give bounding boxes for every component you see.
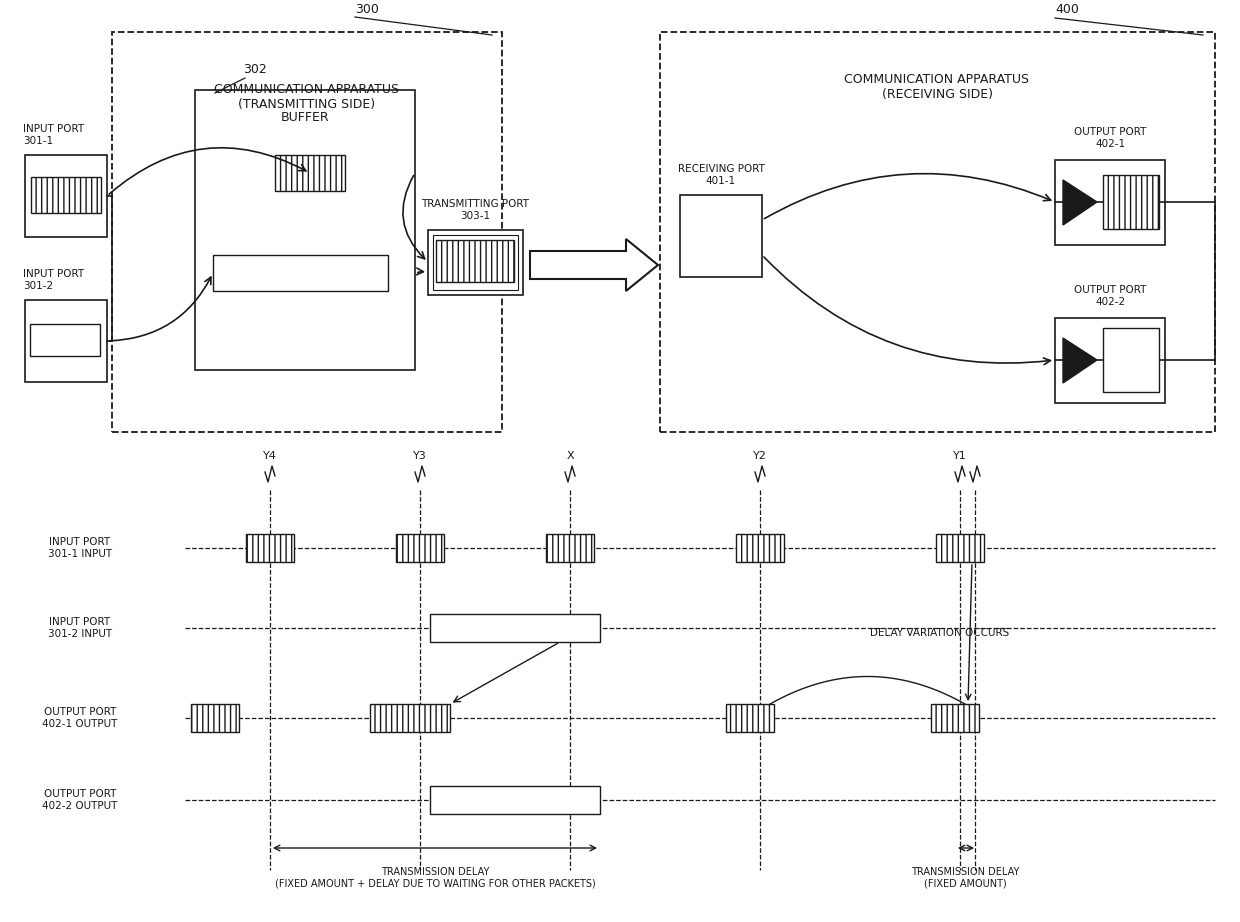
Bar — [246, 534, 294, 562]
Text: 302: 302 — [243, 64, 267, 77]
Text: INPUT PORT
301-2: INPUT PORT 301-2 — [24, 269, 84, 290]
Bar — [25, 155, 107, 237]
Bar — [275, 155, 345, 191]
Text: Y2: Y2 — [753, 451, 766, 461]
Text: DELAY VARIATION OCCURS: DELAY VARIATION OCCURS — [870, 628, 1009, 638]
Bar — [30, 324, 100, 356]
Bar — [931, 704, 980, 732]
Bar — [430, 614, 600, 642]
Text: OUTPUT PORT
402-1: OUTPUT PORT 402-1 — [1074, 127, 1146, 148]
Text: COMMUNICATION APPARATUS
(TRANSMITTING SIDE): COMMUNICATION APPARATUS (TRANSMITTING SI… — [215, 83, 399, 111]
Bar — [112, 32, 502, 432]
Text: OUTPUT PORT
402-1 OUTPUT: OUTPUT PORT 402-1 OUTPUT — [42, 707, 118, 728]
Text: OUTPUT PORT
402-2 OUTPUT: OUTPUT PORT 402-2 OUTPUT — [42, 789, 118, 810]
Text: INPUT PORT
301-2 INPUT: INPUT PORT 301-2 INPUT — [48, 617, 112, 639]
Bar — [433, 235, 518, 290]
Bar — [737, 534, 784, 562]
Bar — [936, 534, 985, 562]
Text: Y4: Y4 — [263, 451, 277, 461]
Text: TRANSMITTING PORT
303-1: TRANSMITTING PORT 303-1 — [422, 199, 529, 220]
Text: TRANSMISSION DELAY
(FIXED AMOUNT + DELAY DUE TO WAITING FOR OTHER PACKETS): TRANSMISSION DELAY (FIXED AMOUNT + DELAY… — [274, 868, 595, 889]
Bar — [546, 534, 594, 562]
Text: Y3: Y3 — [413, 451, 427, 461]
Bar — [396, 534, 444, 562]
Bar — [428, 230, 523, 295]
Bar — [1055, 318, 1166, 403]
Text: TRANSMISSION DELAY
(FIXED AMOUNT): TRANSMISSION DELAY (FIXED AMOUNT) — [911, 868, 1019, 889]
Bar — [25, 300, 107, 382]
Text: INPUT PORT
301-1 INPUT: INPUT PORT 301-1 INPUT — [48, 538, 112, 559]
Bar — [660, 32, 1215, 432]
Polygon shape — [1063, 180, 1097, 225]
Bar — [1104, 175, 1159, 229]
Bar — [191, 704, 239, 732]
Text: 400: 400 — [1055, 4, 1079, 17]
Bar — [31, 177, 100, 213]
FancyArrow shape — [529, 239, 658, 291]
Bar — [436, 240, 515, 282]
Bar — [1055, 160, 1166, 245]
Text: Y1: Y1 — [954, 451, 967, 461]
Text: RECEIVING PORT
401-1: RECEIVING PORT 401-1 — [677, 164, 764, 186]
Text: OUTPUT PORT
402-2: OUTPUT PORT 402-2 — [1074, 285, 1146, 307]
Polygon shape — [1063, 338, 1097, 383]
Bar — [1104, 328, 1159, 392]
Bar — [430, 786, 600, 814]
Text: BUFFER: BUFFER — [280, 112, 330, 124]
Bar — [370, 704, 450, 732]
Bar — [195, 90, 415, 370]
Text: X: X — [567, 451, 574, 461]
Bar — [213, 255, 388, 291]
Bar — [725, 704, 774, 732]
Text: INPUT PORT
301-1: INPUT PORT 301-1 — [24, 124, 84, 146]
Text: 300: 300 — [355, 4, 379, 17]
Text: COMMUNICATION APPARATUS
(RECEIVING SIDE): COMMUNICATION APPARATUS (RECEIVING SIDE) — [844, 73, 1029, 101]
Bar — [680, 195, 763, 277]
